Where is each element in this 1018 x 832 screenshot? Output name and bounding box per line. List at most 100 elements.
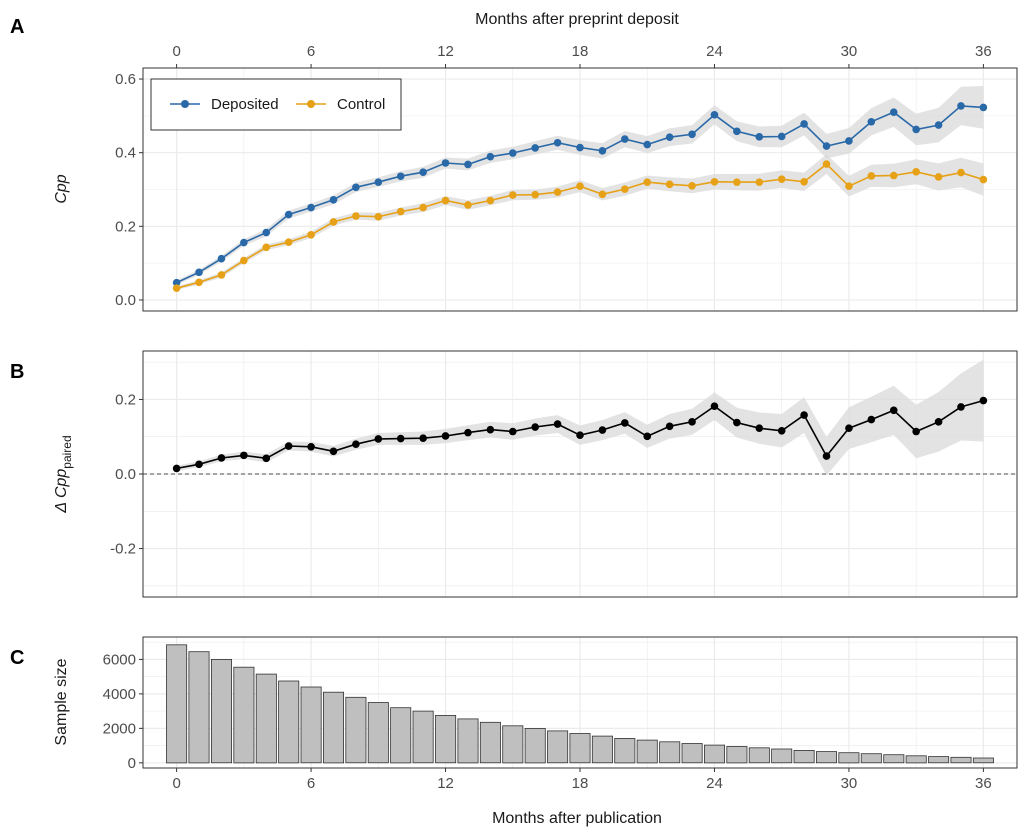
x-tick-label: 24: [706, 43, 723, 60]
data-point-series-0: [912, 125, 920, 134]
data-point-series-0: [172, 464, 181, 473]
sample-size-bar: [233, 666, 255, 764]
data-point-series-0: [352, 440, 360, 448]
panel-b-y-axis-title-main: Δ Cpp: [53, 469, 70, 514]
sample-size-bar: [390, 707, 412, 764]
sample-size-bar: [569, 733, 591, 764]
sample-size-bar: [726, 746, 748, 764]
data-point-series-1: [284, 238, 293, 246]
sample-size-bar: [681, 743, 703, 764]
data-point-series-1: [195, 278, 203, 287]
x-tick-label: 18: [572, 775, 589, 792]
data-point-series-0: [665, 422, 674, 431]
data-point-series-1: [352, 212, 360, 220]
data-point-series-0: [531, 423, 539, 431]
data-point-series-0: [508, 149, 517, 157]
panel-label-a: A: [10, 16, 24, 38]
data-point-series-0: [262, 228, 271, 237]
data-point-series-0: [486, 425, 495, 434]
data-point-series-0: [598, 426, 607, 434]
sample-size-bar: [748, 747, 770, 764]
sample-size-bar: [278, 680, 300, 764]
data-point-series-0: [172, 278, 181, 287]
data-point-series-1: [396, 207, 405, 216]
data-point-series-0: [352, 183, 360, 192]
data-point-series-0: [800, 120, 808, 128]
x-tick-label: 12: [437, 775, 454, 792]
data-point-series-0: [621, 419, 629, 427]
data-point-series-1: [553, 188, 562, 196]
data-point-series-0: [486, 152, 495, 161]
panel-c-y-axis-title: Sample size: [53, 658, 70, 745]
data-point-series-1: [329, 218, 338, 226]
data-point-series-1: [957, 168, 965, 177]
data-point-series-0: [217, 454, 226, 462]
data-point-series-0: [195, 460, 203, 469]
data-point-series-1: [822, 160, 831, 168]
y-tick-label: 0.0: [115, 292, 136, 309]
sample-size-bar: [838, 752, 860, 764]
sample-size-bar: [860, 753, 882, 764]
sample-size-bar: [255, 673, 277, 764]
data-point-series-1: [464, 201, 472, 209]
x-tick-label: 18: [572, 43, 589, 60]
data-point-series-0: [374, 178, 383, 186]
data-point-series-0: [396, 434, 405, 443]
data-point-series-1: [643, 178, 652, 186]
data-point-series-1: [621, 185, 629, 193]
sample-size-bar: [883, 754, 905, 764]
panel-c-bars: [166, 644, 994, 764]
panel-a-legend: Deposited Control: [150, 78, 402, 131]
data-point-series-1: [845, 182, 853, 190]
x-tick-label: 30: [841, 775, 858, 792]
data-point-series-1: [665, 180, 674, 189]
panel-c-x-ticks: 0 6 12 18 24 30 36: [172, 768, 992, 792]
sample-size-bar: [591, 735, 613, 764]
data-point-series-0: [195, 268, 203, 277]
data-point-series-0: [553, 420, 562, 428]
data-point-series-1: [374, 212, 383, 221]
data-point-series-0: [307, 442, 315, 451]
panel-b-points: [172, 396, 988, 473]
data-point-series-0: [755, 424, 764, 432]
data-point-series-1: [912, 168, 920, 176]
data-point-series-0: [733, 418, 741, 427]
data-point-series-0: [777, 132, 786, 141]
sample-size-bar: [210, 659, 232, 764]
x-tick-label: 6: [307, 43, 315, 60]
legend-key-control-point: [307, 100, 315, 108]
x-tick-label: 12: [437, 43, 454, 60]
data-point-series-0: [979, 396, 988, 405]
x-tick-label: 6: [307, 775, 315, 792]
data-point-series-0: [800, 411, 808, 419]
legend-key-deposited-point: [181, 100, 189, 108]
data-point-series-0: [867, 415, 876, 424]
data-point-series-1: [531, 190, 539, 199]
sample-size-bar: [524, 728, 546, 764]
data-point-series-0: [643, 140, 652, 149]
sample-size-bar: [166, 644, 188, 764]
y-tick-label: 6000: [103, 651, 136, 668]
sample-size-bar: [771, 748, 793, 764]
data-point-series-0: [576, 431, 584, 440]
sample-size-bar: [502, 725, 524, 764]
data-point-series-1: [307, 230, 315, 239]
sample-size-bar: [704, 744, 726, 764]
data-point-series-0: [979, 103, 988, 112]
data-point-series-0: [217, 254, 226, 263]
data-point-series-0: [710, 110, 719, 119]
panel-b-y-ticks: -0.2 0.0 0.2: [110, 391, 143, 558]
data-point-series-1: [508, 191, 517, 199]
y-tick-label: 0.2: [115, 391, 136, 408]
data-point-series-0: [576, 143, 584, 152]
data-point-series-0: [598, 147, 607, 155]
data-point-series-0: [934, 418, 943, 426]
data-point-series-1: [172, 284, 181, 292]
data-point-series-0: [419, 168, 427, 176]
data-point-series-0: [508, 427, 517, 436]
sample-size-bar: [412, 710, 434, 764]
data-point-series-1: [598, 190, 607, 199]
data-point-series-0: [733, 127, 741, 136]
data-point-series-0: [665, 133, 674, 142]
data-point-series-1: [217, 271, 226, 279]
